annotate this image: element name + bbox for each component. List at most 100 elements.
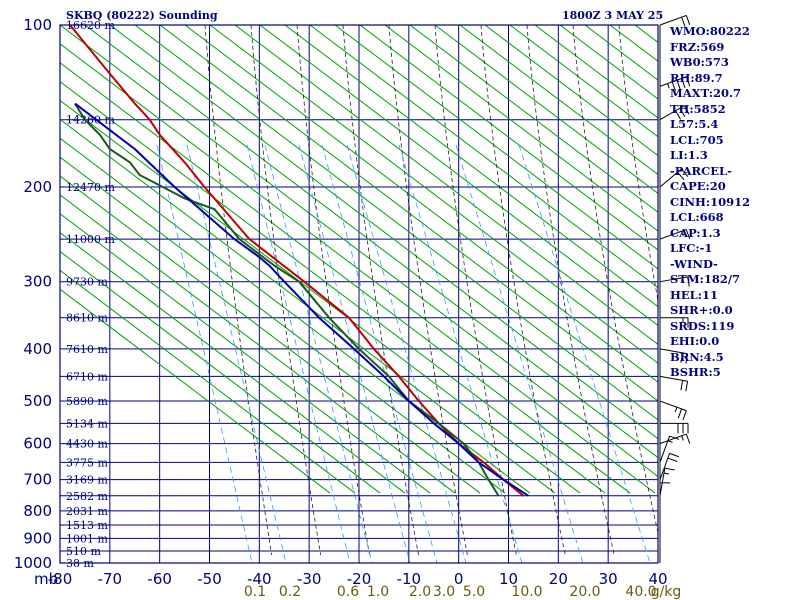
- mixing-ratio-line: [264, 144, 373, 563]
- wind-barb-staff: [659, 468, 666, 496]
- mixing-ratio-label: 10.0: [511, 584, 542, 600]
- moist-adiabat-line: [434, 25, 517, 556]
- temperature-tick-label: -40: [247, 570, 272, 588]
- moist-adiabat-line: [250, 25, 322, 556]
- temperature-tick-label: -30: [297, 570, 322, 588]
- dry-adiabat-line: [359, 25, 658, 251]
- wind-barb-flag: [669, 452, 680, 458]
- dry-adiabat-line: [434, 25, 658, 194]
- dry-adiabat-line: [509, 25, 658, 138]
- wind-barb-staff: [659, 14, 687, 26]
- dry-adiabat-line: [60, 99, 581, 494]
- dry-adiabat-line: [84, 25, 658, 459]
- height-label: 2031 m: [66, 505, 108, 518]
- dry-adiabat-line: [60, 194, 456, 494]
- dry-adiabat-line: [159, 25, 658, 402]
- wind-barb-flag: [685, 433, 691, 444]
- pressure-tick-label: 400: [23, 340, 52, 358]
- height-label: 510 m: [66, 545, 101, 558]
- dry-adiabat-line: [60, 250, 381, 494]
- temperature-tick-label: 40: [648, 570, 667, 588]
- dry-adiabat-line: [60, 62, 631, 494]
- sounding-index-item: TH:5852: [670, 101, 726, 116]
- pressure-unit-label: mb: [34, 570, 58, 588]
- moist-adiabat-line: [480, 25, 566, 556]
- wind-barb-flag: [687, 276, 690, 287]
- pressure-tick-label: 600: [23, 435, 52, 453]
- sounding-indices-panel: WMO:80222 FRZ:569 WB0:573 RH:89.7 MAXT:20.7 T…: [670, 24, 750, 381]
- wind-barb-flag: [685, 15, 691, 25]
- sounding-index-item: CAP:1.3: [670, 225, 721, 240]
- pressure-tick-label: 900: [23, 529, 52, 547]
- wind-barb-flag: [669, 435, 680, 440]
- wind-barb-flag: [681, 78, 686, 89]
- wind-barb-staff: [659, 168, 682, 188]
- height-label: 11000 m: [66, 233, 115, 246]
- temperature-tick-label: -80: [48, 570, 73, 588]
- sounding-index-item: SRDS:119: [670, 318, 735, 333]
- sounding-index-item: -WIND-: [670, 256, 718, 271]
- wind-barb-staff: [659, 400, 687, 412]
- wind-barb-flag: [679, 107, 686, 118]
- sounding-index-item: SHR+:0.0: [670, 303, 733, 317]
- wind-barb-column: [659, 14, 691, 563]
- wind-barb-half-flag: [681, 231, 684, 237]
- dry-adiabat-line: [184, 25, 658, 383]
- moist-adiabat-line: [526, 25, 615, 556]
- wind-barb-flag: [676, 79, 681, 90]
- sounding-index-item: LI:1.3: [670, 148, 708, 162]
- wind-barb-half-flag: [682, 277, 685, 283]
- wind-barb-flag: [685, 353, 689, 364]
- height-label: 8610 m: [66, 312, 108, 325]
- isotherm-lines: [60, 25, 658, 563]
- dry-adiabat-line: [284, 25, 658, 308]
- mixing-ratio-label: 0.1: [244, 584, 266, 600]
- height-label: 14260 m: [66, 114, 115, 127]
- wind-barb-half-flag: [674, 407, 678, 413]
- temperature-tick-label: -70: [98, 570, 123, 588]
- height-label: 5890 m: [66, 395, 108, 408]
- moist-adiabat-line: [204, 25, 273, 556]
- wind-barb-flag: [664, 467, 675, 471]
- mixing-ratio-label: 0.2: [279, 584, 301, 600]
- sounding-index-item: EHI:0.0: [670, 334, 720, 348]
- wind-barb-flag: [667, 457, 678, 462]
- sounding-index-item: WB0:573: [670, 55, 729, 69]
- wind-barb-staff: [659, 276, 688, 283]
- dry-adiabat-line: [259, 25, 658, 327]
- pressure-tick-label: 700: [23, 471, 52, 489]
- sounding-index-item: BRN:4.5: [670, 349, 724, 364]
- dewpoint-profile: [74, 103, 500, 497]
- sounding-index-item: HEL:11: [670, 287, 718, 302]
- wind-barb-flag: [677, 408, 683, 419]
- height-label: 3169 m: [66, 474, 108, 487]
- moist-adiabat-line: [572, 25, 658, 535]
- temperature-tick-label: 20: [549, 570, 568, 588]
- sounding-index-item: LFC:-1: [670, 241, 713, 255]
- temperature-tick-label: -10: [397, 570, 422, 588]
- wind-barb-flag: [682, 410, 687, 421]
- pressure-tick-label: 500: [23, 392, 52, 410]
- dry-adiabat-line: [534, 25, 658, 119]
- sounding-index-item: WMO:80222: [670, 24, 750, 38]
- dry-adiabat-line: [234, 25, 658, 345]
- mixing-ratio-lines: [156, 144, 651, 563]
- mixing-ratio-label: 3.0: [433, 584, 455, 600]
- wind-barb-flag: [677, 171, 685, 181]
- dry-adiabat-line: [409, 25, 658, 213]
- sounding-index-item: CAPE:20: [670, 179, 726, 193]
- wind-barb-staff: [659, 348, 688, 355]
- sounding-index-item: BSHR:5: [670, 365, 721, 379]
- temperature-tick-label: 0: [454, 570, 464, 588]
- dry-adiabat-line: [459, 25, 658, 176]
- height-label: 1001 m: [66, 532, 108, 545]
- wind-barb-flag: [680, 380, 684, 391]
- height-label: 5134 m: [66, 417, 108, 430]
- dry-adiabat-line: [60, 118, 556, 494]
- sounding-profiles: [69, 25, 529, 497]
- pressure-tick-label: 800: [23, 502, 52, 520]
- wind-barb-flag: [685, 229, 691, 240]
- wind-barb-half-flag: [667, 440, 673, 443]
